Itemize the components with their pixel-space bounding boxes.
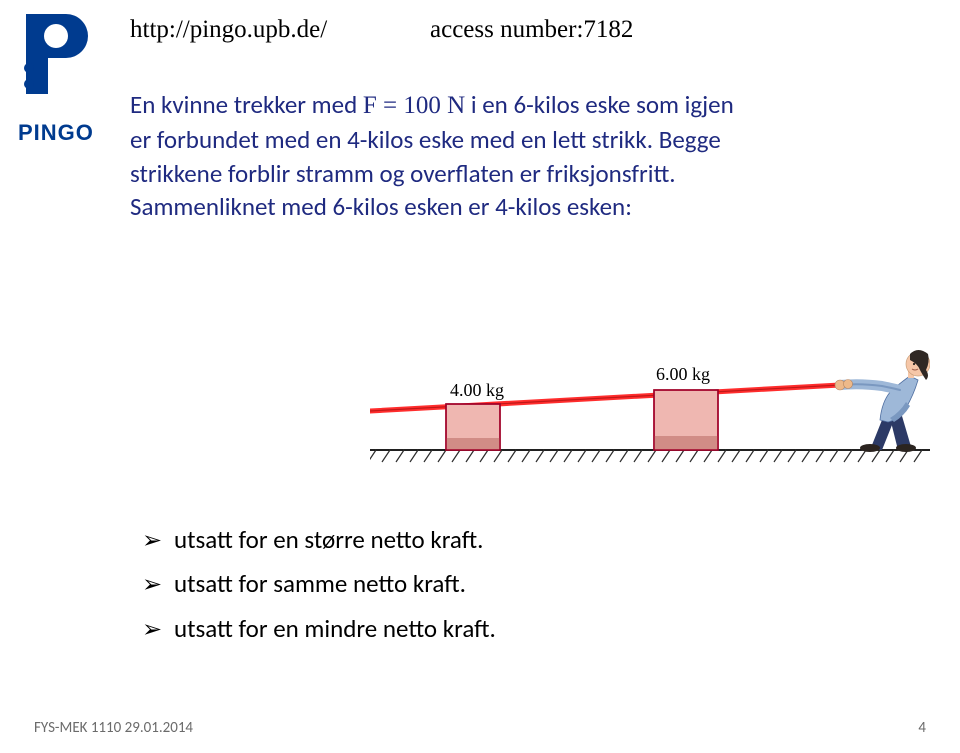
access-number: access number:7182	[430, 16, 633, 44]
question-text: En kvinne trekker med F = 100 N i en 6-k…	[130, 88, 850, 224]
q-line2: er forbundet med en 4-kilos eske med en …	[130, 124, 721, 155]
q-line4: Sammenliknet med 6-kilos esken er 4-kilo…	[130, 191, 632, 222]
q-math-eq: = 100 N	[377, 92, 465, 119]
bullet-arrow-icon: ➢	[130, 522, 174, 560]
box-6kg	[654, 390, 718, 450]
answer-row-1: ➢ utsatt for en større netto kraft.	[130, 520, 496, 560]
answer-1: utsatt for en større netto kraft.	[174, 520, 483, 560]
logo-text: PINGO	[18, 120, 90, 146]
footer-left: FYS-MEK 1110 29.01.2014	[34, 719, 193, 737]
label-6kg: 6.00 kg	[656, 364, 710, 384]
q-math-F: F	[363, 92, 377, 119]
answer-row-3: ➢ utsatt for en mindre netto kraft.	[130, 609, 496, 649]
answer-3: utsatt for en mindre netto kraft.	[174, 609, 496, 649]
bullet-arrow-icon: ➢	[130, 611, 174, 649]
answer-row-2: ➢ utsatt for samme netto kraft.	[130, 564, 496, 604]
url-text: http://pingo.upb.de/	[130, 16, 327, 44]
q-line3: strikkene forblir stramm og overflaten e…	[130, 158, 676, 189]
q-line1-post: i en 6-kilos eske som igjen	[465, 89, 734, 120]
answer-2: utsatt for samme netto kraft.	[174, 564, 466, 604]
page-number: 4	[918, 719, 926, 737]
woman-figure	[835, 350, 930, 452]
q-line1-pre: En kvinne trekker med	[130, 89, 363, 120]
physics-figure: 4.00 kg 6.00 kg	[370, 280, 930, 470]
pingo-logo: PINGO	[18, 12, 90, 146]
bullet-arrow-icon: ➢	[130, 566, 174, 604]
label-4kg: 4.00 kg	[450, 380, 504, 400]
box-4kg	[446, 404, 500, 450]
pingo-logo-svg	[18, 12, 90, 122]
answer-list: ➢ utsatt for en større netto kraft. ➢ ut…	[130, 520, 496, 653]
